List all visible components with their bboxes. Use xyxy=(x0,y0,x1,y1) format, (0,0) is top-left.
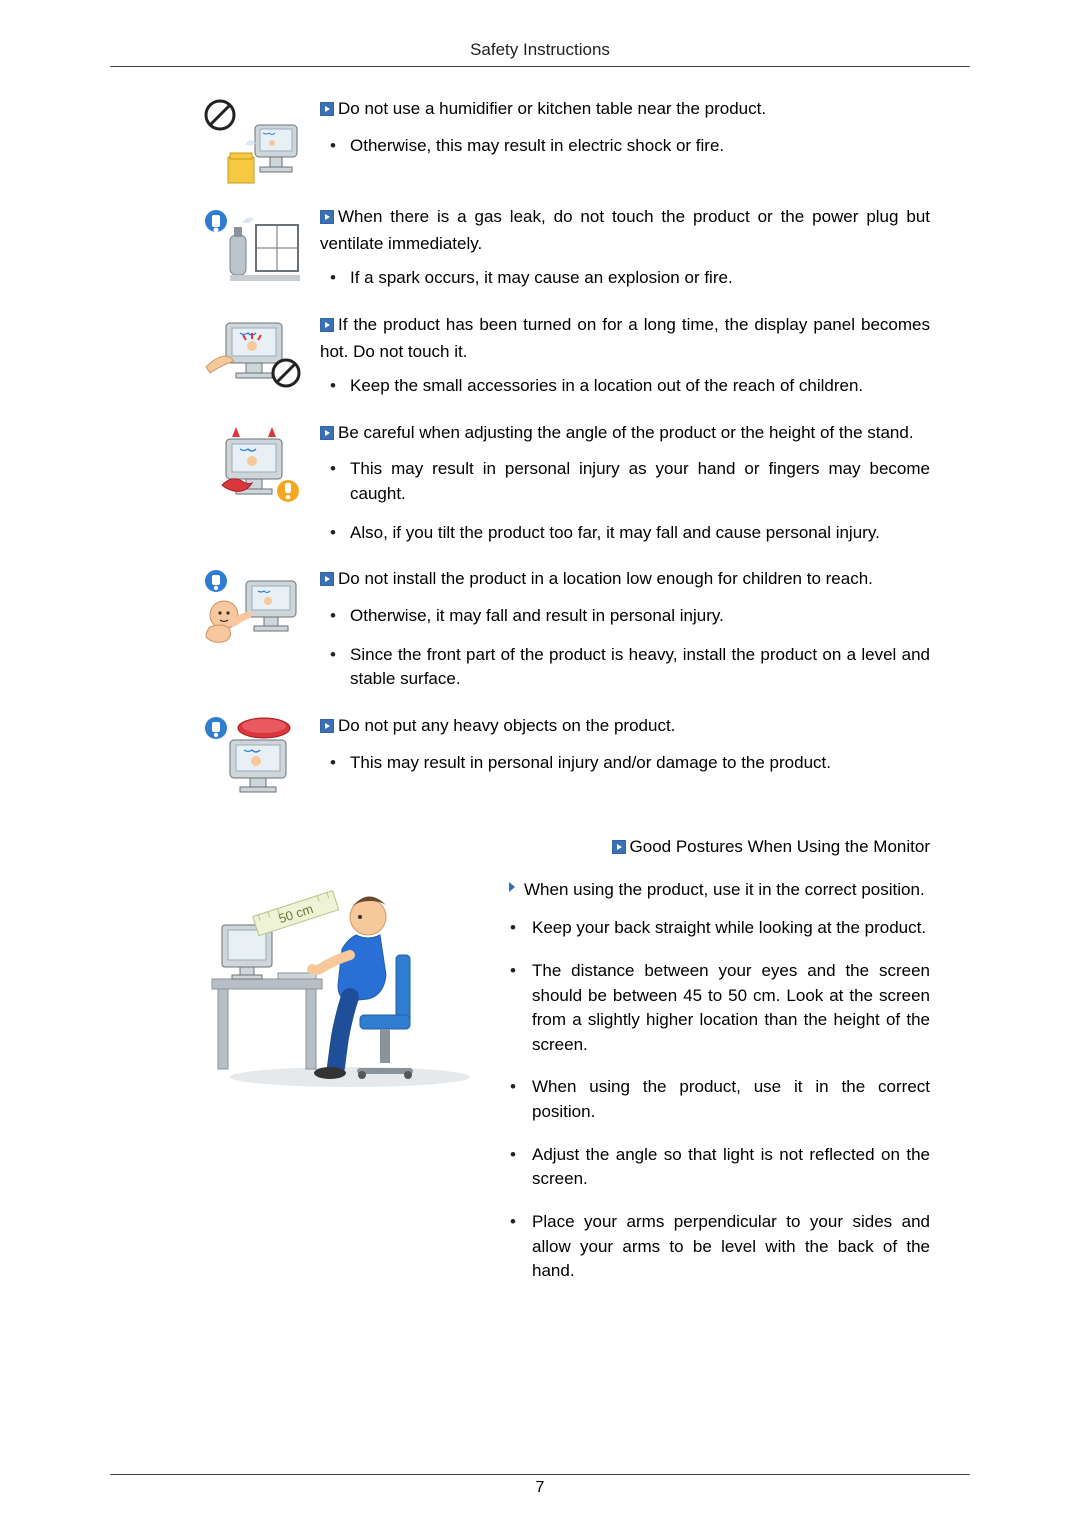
illustration-hot-panel xyxy=(200,313,320,393)
illustration-posture: 50 cm xyxy=(200,835,500,1100)
bullet-item: This may result in personal injury and/o… xyxy=(320,751,930,776)
headline-children-reach: Do not install the product in a location… xyxy=(320,567,930,594)
item-adjust-angle: Be careful when adjusting the angle of t… xyxy=(200,421,930,560)
bullet-item: Place your arms perpendicular to your si… xyxy=(500,1210,930,1284)
bullets-humidifier: Otherwise, this may result in electric s… xyxy=(320,134,930,159)
illustration-gas-leak xyxy=(200,205,320,295)
text-adjust-angle: Be careful when adjusting the angle of t… xyxy=(320,421,930,560)
item-gas-leak: When there is a gas leak, do not touch t… xyxy=(200,205,930,305)
bullet-icon xyxy=(320,569,334,594)
headline-gas-leak: When there is a gas leak, do not touch t… xyxy=(320,205,930,256)
bullet-icon xyxy=(320,207,334,232)
headline-hot-panel: If the product has been turned on for a … xyxy=(320,313,930,364)
text-hot-panel: If the product has been turned on for a … xyxy=(320,313,930,413)
bullets-heavy-objects: This may result in personal injury and/o… xyxy=(320,751,930,776)
page: Safety Instructions xyxy=(0,0,1080,1527)
bullet-item: Otherwise, this may result in electric s… xyxy=(320,134,930,159)
arrow-icon xyxy=(508,876,516,901)
headline-text: Do not install the product in a location… xyxy=(338,569,873,588)
bullet-icon xyxy=(320,716,334,741)
bullet-icon xyxy=(320,99,334,124)
bullet-icon xyxy=(320,423,334,448)
posture-intro: When using the product, use it in the co… xyxy=(500,876,930,903)
bullet-item: If a spark occurs, it may cause an explo… xyxy=(320,266,930,291)
bullet-icon xyxy=(612,837,626,862)
content-area: Do not use a humidifier or kitchen table… xyxy=(200,97,930,1302)
posture-text-block: Good Postures When Using the Monitor Whe… xyxy=(500,835,930,1302)
footer: 7 xyxy=(110,1466,970,1497)
bullets-children-reach: Otherwise, it may fall and result in per… xyxy=(320,604,930,692)
bullets-hot-panel: Keep the small accessories in a location… xyxy=(320,374,930,399)
bullet-item: Adjust the angle so that light is not re… xyxy=(500,1143,930,1192)
headline-text: When there is a gas leak, do not touch t… xyxy=(320,207,930,253)
footer-rule xyxy=(110,1474,970,1475)
headline-humidifier: Do not use a humidifier or kitchen table… xyxy=(320,97,930,124)
item-heavy-objects: Do not put any heavy objects on the prod… xyxy=(200,714,930,799)
bullet-item: Also, if you tilt the product too far, i… xyxy=(320,521,930,546)
bullet-item: Since the front part of the product is h… xyxy=(320,643,930,692)
text-heavy-objects: Do not put any heavy objects on the prod… xyxy=(320,714,930,789)
bullet-item: When using the product, use it in the co… xyxy=(500,1075,930,1124)
headline-text: Be careful when adjusting the angle of t… xyxy=(338,423,914,442)
item-humidifier: Do not use a humidifier or kitchen table… xyxy=(200,97,930,197)
headline-text: Do not put any heavy objects on the prod… xyxy=(338,716,675,735)
bullet-icon xyxy=(320,315,334,340)
posture-title-text: Good Postures When Using the Monitor xyxy=(630,837,930,856)
bullet-item: Keep the small accessories in a location… xyxy=(320,374,930,399)
bullet-item: This may result in personal injury as yo… xyxy=(320,457,930,506)
posture-section: 50 cm xyxy=(200,835,930,1302)
bullet-item: Otherwise, it may fall and result in per… xyxy=(320,604,930,629)
illustration-adjust-angle xyxy=(200,421,320,511)
item-hot-panel: If the product has been turned on for a … xyxy=(200,313,930,413)
bullets-gas-leak: If a spark occurs, it may cause an explo… xyxy=(320,266,930,291)
illustration-children-reach xyxy=(200,567,320,652)
bullets-adjust-angle: This may result in personal injury as yo… xyxy=(320,457,930,545)
text-children-reach: Do not install the product in a location… xyxy=(320,567,930,706)
bullet-item: Keep your back straight while looking at… xyxy=(500,916,930,941)
item-children-reach: Do not install the product in a location… xyxy=(200,567,930,706)
bullet-item: The distance between your eyes and the s… xyxy=(500,959,930,1058)
text-humidifier: Do not use a humidifier or kitchen table… xyxy=(320,97,930,172)
posture-bullets: Keep your back straight while looking at… xyxy=(500,916,930,1284)
headline-heavy-objects: Do not put any heavy objects on the prod… xyxy=(320,714,930,741)
header-rule xyxy=(110,66,970,67)
illustration-humidifier xyxy=(200,97,320,197)
posture-intro-text: When using the product, use it in the co… xyxy=(524,880,925,899)
headline-text: Do not use a humidifier or kitchen table… xyxy=(338,99,766,118)
text-gas-leak: When there is a gas leak, do not touch t… xyxy=(320,205,930,305)
posture-title: Good Postures When Using the Monitor xyxy=(500,835,930,862)
headline-adjust-angle: Be careful when adjusting the angle of t… xyxy=(320,421,930,448)
headline-text: If the product has been turned on for a … xyxy=(320,315,930,361)
page-number: 7 xyxy=(110,1479,970,1497)
page-header-title: Safety Instructions xyxy=(110,40,970,60)
illustration-heavy-objects xyxy=(200,714,320,799)
